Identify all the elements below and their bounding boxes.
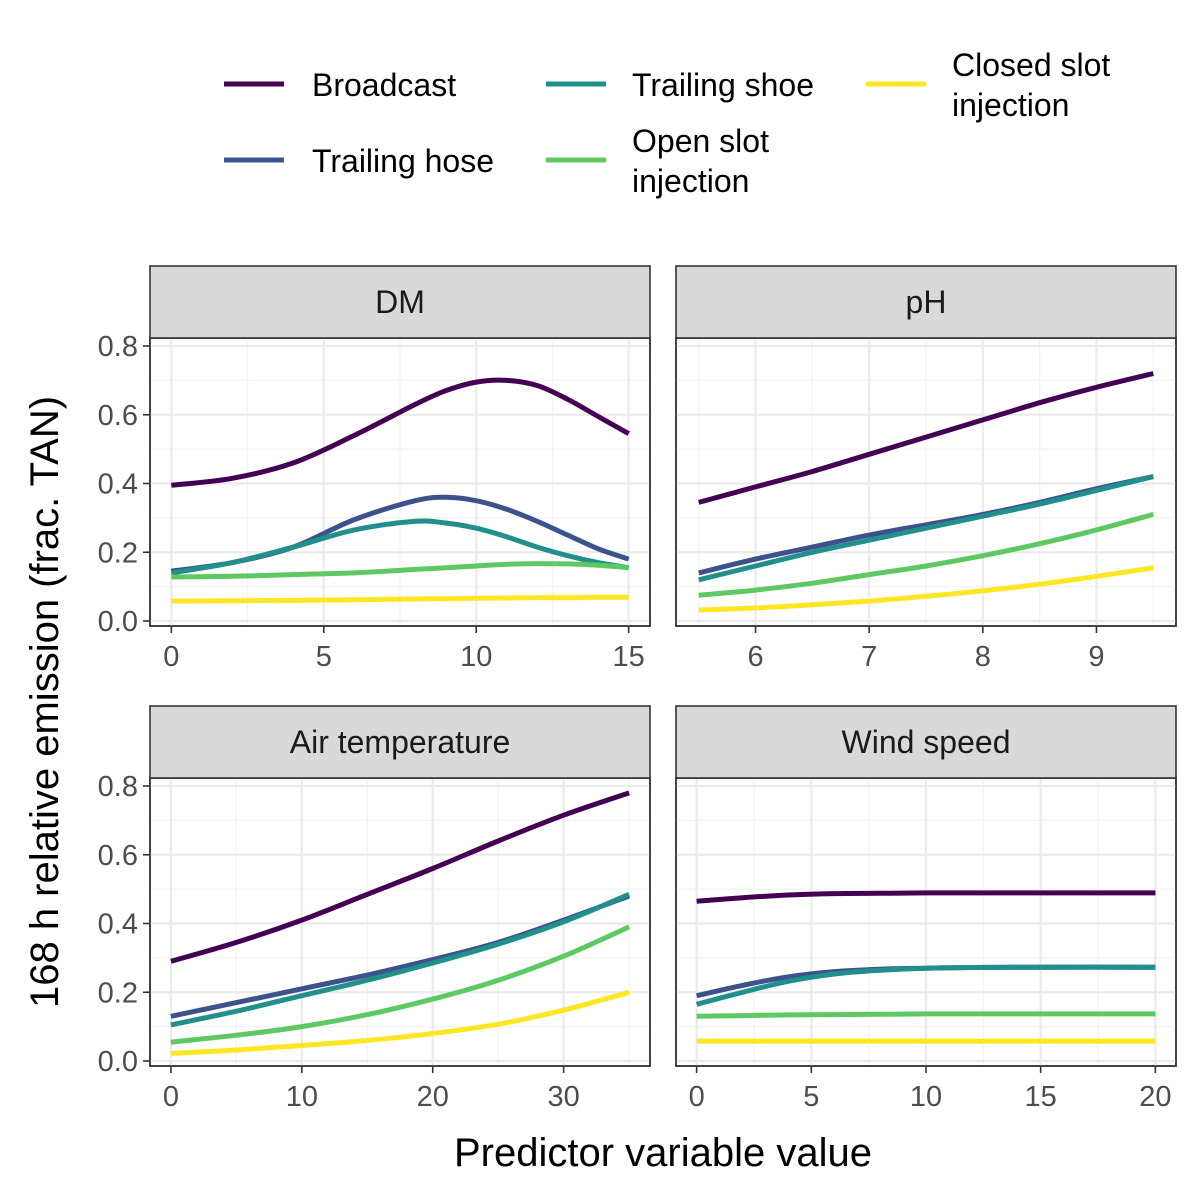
series-line-trailing-shoe	[170, 518, 630, 576]
y-tick-label: 0.8	[98, 771, 138, 803]
panel-background	[149, 777, 651, 1067]
series-line-trailing-shoe	[170, 891, 631, 1028]
x-tick-label: 9	[1088, 641, 1104, 673]
x-axis: 0 5 10 15	[163, 626, 645, 673]
panels: DM 0 5 10 15 0.0 0.2 0.4 0.6 0.8 pH 6 7 8 9 Air tempera…	[98, 265, 1177, 1113]
x-tick-label: 20	[1139, 1081, 1171, 1113]
series-lines	[170, 790, 631, 1056]
x-tick-label: 0	[689, 1081, 705, 1113]
facet-strip	[149, 705, 651, 779]
legend-item-trailing-shoe: Trailing shoe	[546, 67, 814, 103]
x-tick-label: 10	[460, 641, 492, 673]
x-tick-label: 0	[163, 1081, 179, 1113]
panel-dm: DM 0 5 10 15 0.0 0.2 0.4 0.6 0.8	[98, 265, 651, 673]
facet-strip	[149, 265, 651, 339]
panel-air-temperature: Air temperature 0 10 20 30 0.0 0.2 0.4 0.6 0.8	[98, 705, 651, 1113]
legend-label-trailing-shoe: Trailing shoe	[632, 67, 814, 103]
gridlines	[150, 778, 650, 1066]
series-line-open-slot-injection	[170, 924, 631, 1045]
y-tick-label: 0.6	[98, 400, 138, 432]
x-tick-label: 10	[286, 1081, 318, 1113]
x-tick-label: 15	[613, 641, 645, 673]
legend-label-broadcast: Broadcast	[312, 67, 456, 103]
legend-label-closed-slot-injection: Closed slot injection	[952, 47, 1110, 123]
legend-label-open-slot-injection: Open slot injection	[632, 123, 769, 199]
series-line-open-slot-injection	[696, 1011, 1156, 1019]
y-tick-label: 0.2	[98, 537, 138, 569]
series-line-open-slot-injection	[171, 561, 629, 580]
y-tick-label: 0.4	[98, 469, 138, 501]
gridlines	[150, 338, 650, 626]
series-line-trailing-shoe	[698, 474, 1154, 583]
series-line-broadcast	[170, 790, 630, 964]
y-tick-label: 0.0	[98, 1046, 138, 1078]
legend-item-broadcast: Broadcast	[224, 67, 456, 103]
series-lines	[698, 371, 1154, 613]
legend-label-trailing-hose: Trailing hose	[312, 143, 494, 179]
y-tick-label: 0.6	[98, 840, 138, 872]
series-line-broadcast	[171, 377, 630, 488]
y-tick-label: 0.8	[98, 331, 138, 363]
x-tick-label: 0	[163, 641, 179, 673]
y-tick-label: 0.4	[98, 909, 138, 941]
x-axis-title: Predictor variable value	[454, 1131, 872, 1175]
x-tick-label: 6	[747, 641, 763, 673]
series-line-closed-slot-injection	[171, 594, 629, 604]
legend-item-trailing-hose: Trailing hose	[224, 143, 494, 179]
x-tick-label: 7	[861, 641, 877, 673]
y-tick-label: 0.0	[98, 606, 138, 638]
panel-wind-speed: Wind speed 0 5 10 15 20	[675, 705, 1177, 1113]
series-line-open-slot-injection	[698, 511, 1154, 598]
legend: Broadcast Trailing hose Trailing shoe Open …	[224, 47, 1110, 199]
x-tick-label: 30	[547, 1081, 579, 1113]
series-line-closed-slot-injection	[698, 565, 1154, 613]
y-axis: 0.0 0.2 0.4 0.6 0.8	[98, 771, 150, 1078]
gridlines	[676, 778, 1176, 1066]
y-tick-label: 0.2	[98, 977, 138, 1009]
x-axis: 0 5 10 15 20	[689, 1066, 1171, 1113]
panel-ph: pH 6 7 8 9	[675, 265, 1177, 673]
facet-title: pH	[906, 284, 947, 320]
series-line-broadcast	[698, 371, 1154, 505]
series-line-broadcast	[696, 890, 1156, 904]
facet-strip	[675, 265, 1177, 339]
facet-title: Air temperature	[290, 724, 511, 760]
x-tick-label: 5	[316, 641, 332, 673]
x-tick-label: 5	[803, 1081, 819, 1113]
y-axis-title: 168 h relative emission (frac. TAN)	[23, 396, 67, 1008]
series-lines	[695, 890, 1156, 1044]
x-tick-label: 15	[1025, 1081, 1057, 1113]
x-tick-label: 10	[910, 1081, 942, 1113]
y-axis: 0.0 0.2 0.4 0.6 0.8	[98, 331, 150, 638]
facet-title: DM	[375, 284, 425, 320]
series-line-trailing-shoe	[695, 964, 1156, 1007]
facet-title: Wind speed	[842, 724, 1011, 760]
x-axis: 0 10 20 30	[163, 1066, 580, 1113]
legend-item-closed-slot-injection: Closed slot injection	[866, 47, 1110, 123]
x-axis: 6 7 8 9	[747, 626, 1105, 673]
legend-item-open-slot-injection: Open slot injection	[546, 123, 769, 199]
facet-strip	[675, 705, 1177, 779]
series-lines	[170, 377, 630, 604]
x-tick-label: 8	[975, 641, 991, 673]
x-tick-label: 20	[417, 1081, 449, 1113]
series-line-closed-slot-injection	[170, 989, 630, 1056]
